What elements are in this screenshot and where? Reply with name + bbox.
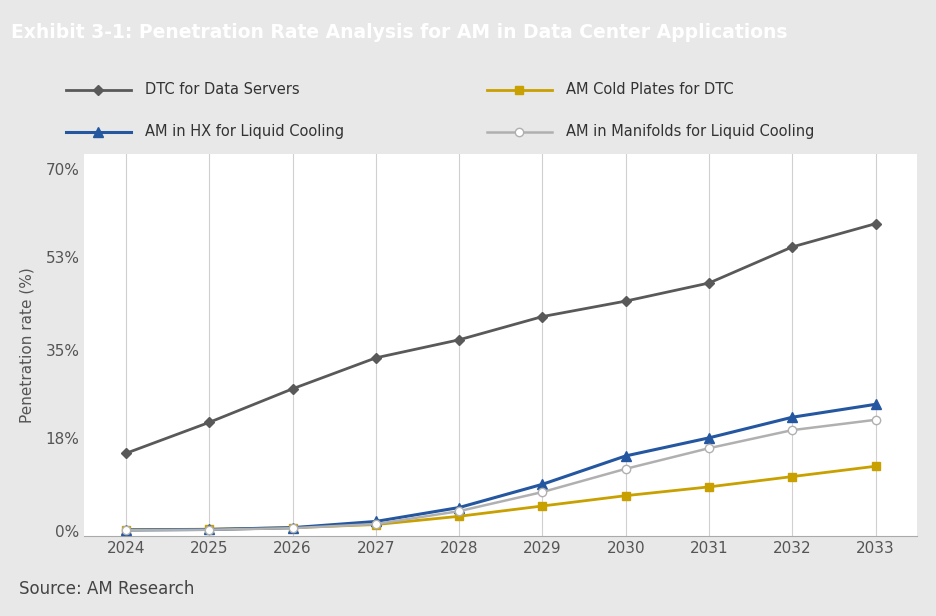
AM in HX for Liquid Cooling [536, 480, 548, 488]
Text: Exhibit 3-1: Penetration Rate Analysis for AM in Data Center Applications: Exhibit 3-1: Penetration Rate Analysis f… [11, 23, 788, 42]
AM in Manifolds for Liquid Cooling [287, 524, 299, 532]
Text: AM in HX for Liquid Cooling: AM in HX for Liquid Cooling [145, 124, 344, 139]
AM Cold Plates for DTC [536, 502, 548, 509]
Line: AM in HX for Liquid Cooling: AM in HX for Liquid Cooling [121, 399, 881, 535]
Y-axis label: Penetration rate (%): Penetration rate (%) [20, 267, 35, 423]
DTC for Data Servers [786, 243, 797, 251]
Text: DTC for Data Servers: DTC for Data Servers [145, 82, 300, 97]
AM in Manifolds for Liquid Cooling [454, 508, 465, 515]
AM in HX for Liquid Cooling [287, 524, 299, 532]
DTC for Data Servers [620, 298, 631, 305]
DTC for Data Servers [454, 336, 465, 344]
AM Cold Plates for DTC [620, 492, 631, 500]
AM in HX for Liquid Cooling [120, 526, 131, 533]
AM in Manifolds for Liquid Cooling [371, 521, 382, 528]
AM in Manifolds for Liquid Cooling [536, 488, 548, 496]
AM in Manifolds for Liquid Cooling [786, 426, 797, 434]
Line: DTC for Data Servers: DTC for Data Servers [123, 220, 879, 457]
AM in HX for Liquid Cooling [371, 518, 382, 525]
AM in HX for Liquid Cooling [703, 434, 714, 442]
AM in HX for Liquid Cooling [454, 504, 465, 511]
AM Cold Plates for DTC [120, 526, 131, 533]
AM in Manifolds for Liquid Cooling [203, 526, 214, 533]
Text: Source: AM Research: Source: AM Research [19, 580, 194, 598]
DTC for Data Servers [703, 279, 714, 286]
AM in Manifolds for Liquid Cooling [120, 527, 131, 534]
DTC for Data Servers [870, 220, 881, 227]
AM in HX for Liquid Cooling [620, 452, 631, 460]
AM in Manifolds for Liquid Cooling [620, 465, 631, 472]
AM in HX for Liquid Cooling [870, 400, 881, 408]
AM Cold Plates for DTC [786, 473, 797, 480]
AM Cold Plates for DTC [203, 525, 214, 533]
AM in HX for Liquid Cooling [203, 526, 214, 533]
AM Cold Plates for DTC [454, 513, 465, 520]
DTC for Data Servers [203, 419, 214, 426]
Line: AM in Manifolds for Liquid Cooling: AM in Manifolds for Liquid Cooling [122, 416, 880, 535]
DTC for Data Servers [287, 385, 299, 392]
AM in Manifolds for Liquid Cooling [703, 445, 714, 452]
Line: AM Cold Plates for DTC: AM Cold Plates for DTC [122, 462, 880, 534]
AM in HX for Liquid Cooling [786, 413, 797, 421]
DTC for Data Servers [371, 354, 382, 362]
AM Cold Plates for DTC [371, 521, 382, 529]
AM Cold Plates for DTC [287, 524, 299, 532]
DTC for Data Servers [536, 313, 548, 320]
Text: AM Cold Plates for DTC: AM Cold Plates for DTC [566, 82, 734, 97]
DTC for Data Servers [120, 450, 131, 457]
AM Cold Plates for DTC [870, 463, 881, 470]
Text: AM in Manifolds for Liquid Cooling: AM in Manifolds for Liquid Cooling [566, 124, 814, 139]
AM in Manifolds for Liquid Cooling [870, 416, 881, 423]
AM Cold Plates for DTC [703, 483, 714, 490]
